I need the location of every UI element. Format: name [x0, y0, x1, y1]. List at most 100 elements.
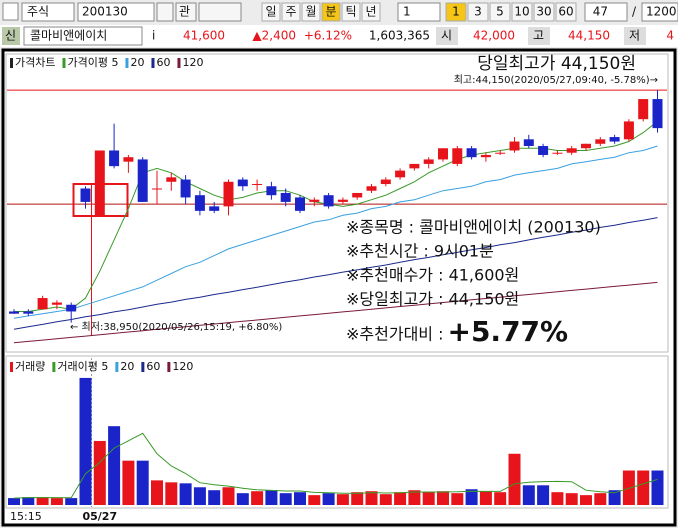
total-input[interactable]: [641, 2, 678, 22]
watch-button[interactable]: [175, 2, 197, 22]
volume-bar: [165, 482, 178, 505]
volume-bar: [608, 490, 621, 505]
volume-bar: [622, 470, 635, 505]
low: 4: [666, 29, 674, 43]
candle-body: [452, 148, 463, 164]
candle-body: [280, 192, 291, 202]
tag: 신: [5, 29, 16, 43]
candle-body: [480, 154, 491, 158]
candle-body: [66, 304, 77, 312]
legend-label: 120: [182, 56, 203, 69]
candle-body: [123, 157, 134, 162]
minute-label: 3: [474, 5, 482, 19]
period-button[interactable]: [261, 2, 281, 22]
code-input[interactable]: [77, 2, 155, 22]
legend-label: 거래이평 5: [57, 360, 108, 373]
interval-select[interactable]: [397, 2, 441, 22]
minute-button[interactable]: [533, 2, 555, 22]
legend-label: 가격이평 5: [67, 56, 118, 69]
volume-bar: [36, 497, 49, 505]
candle-body: [337, 199, 348, 202]
volume-bar: [451, 493, 464, 505]
search-button[interactable]: [156, 2, 174, 22]
minute-button[interactable]: [489, 2, 511, 22]
legend-marker: [141, 362, 145, 372]
legend-marker: [10, 362, 13, 372]
volume: 1,603,365: [369, 29, 430, 43]
count: 47: [593, 5, 608, 19]
minute-button[interactable]: [445, 2, 467, 22]
candle-body: [166, 177, 177, 182]
toggle[interactable]: [2, 2, 19, 21]
volume-bar: [437, 491, 449, 505]
candle-body: [466, 148, 477, 158]
period-button[interactable]: [341, 2, 361, 22]
toolbar: 주식 200130 관 일 주 월 분 틱 년 1 3 5 10 30 60 1 47 / 1200: [2, 2, 678, 22]
candle-body: [137, 159, 148, 202]
candle-body: [295, 197, 305, 211]
volume-bar: [279, 493, 292, 505]
volume-bar: [522, 485, 535, 505]
candle-body: [37, 298, 48, 310]
info[interactable]: i: [152, 29, 155, 43]
candle-body: [366, 186, 377, 191]
period-button[interactable]: [281, 2, 301, 22]
minute-label: 30: [536, 5, 551, 19]
volume-bar: [50, 498, 63, 505]
period-button[interactable]: [301, 2, 321, 22]
volume-bar: [479, 491, 492, 505]
period-label: 월: [305, 5, 316, 19]
change-label: ※추천가대비 :: [346, 325, 443, 344]
volume-panel: [5, 355, 669, 509]
minute-button[interactable]: [467, 2, 489, 22]
count-input[interactable]: [584, 2, 628, 22]
total: 1200: [646, 5, 677, 19]
candle-body: [423, 159, 434, 164]
candle-body: [623, 121, 634, 140]
candle-body: [595, 139, 606, 144]
period-button[interactable]: [361, 2, 381, 22]
info-line: ※추천시간 : 9시01분: [346, 242, 494, 261]
info-bg: [0, 25, 678, 47]
candle-body: [237, 179, 248, 187]
period-label: 틱: [345, 5, 356, 19]
candle-body: [209, 206, 220, 211]
legend-label: 120: [172, 360, 193, 373]
candle-body: [566, 148, 577, 153]
change-value: +5.77%: [447, 315, 568, 348]
volume-bar: [565, 493, 578, 505]
info-line: ※추천매수가 : 41,600원: [346, 266, 519, 285]
candle-body: [109, 150, 120, 167]
candle-body: [638, 99, 649, 120]
minute-button[interactable]: [511, 2, 533, 22]
candle-body: [309, 199, 320, 202]
market: 주식: [27, 5, 49, 19]
candle-body: [652, 99, 663, 129]
volume-bar: [251, 491, 264, 505]
candle-body: [23, 311, 34, 314]
volume-bar: [508, 453, 521, 505]
info-line: ※종목명 : 콜마비앤에이치 (200130): [346, 218, 601, 237]
period-button[interactable]: [321, 2, 341, 22]
minute-button[interactable]: [555, 2, 577, 22]
rate: +6.12%: [304, 29, 352, 43]
volume-bar: [494, 492, 507, 505]
info-line: ※당일최고가 : 44,150원: [346, 290, 519, 309]
label-box: [436, 27, 458, 45]
candle-body: [409, 163, 420, 169]
candle-body: [252, 184, 263, 186]
price: 41,600: [183, 29, 225, 43]
market-select[interactable]: [21, 2, 75, 22]
legend-label: 20: [120, 360, 134, 373]
legend-marker: [177, 58, 181, 68]
volume-bar: [365, 491, 378, 505]
ma-line: [14, 121, 658, 312]
period-label: 분: [325, 5, 336, 19]
volume-bar: [65, 498, 78, 505]
volume-bar: [594, 493, 607, 505]
label-box: [528, 27, 550, 45]
high: 44,150: [568, 29, 610, 43]
nav-buttons[interactable]: [198, 2, 242, 22]
candle-body: [552, 152, 563, 154]
period-label: 주: [285, 5, 296, 19]
